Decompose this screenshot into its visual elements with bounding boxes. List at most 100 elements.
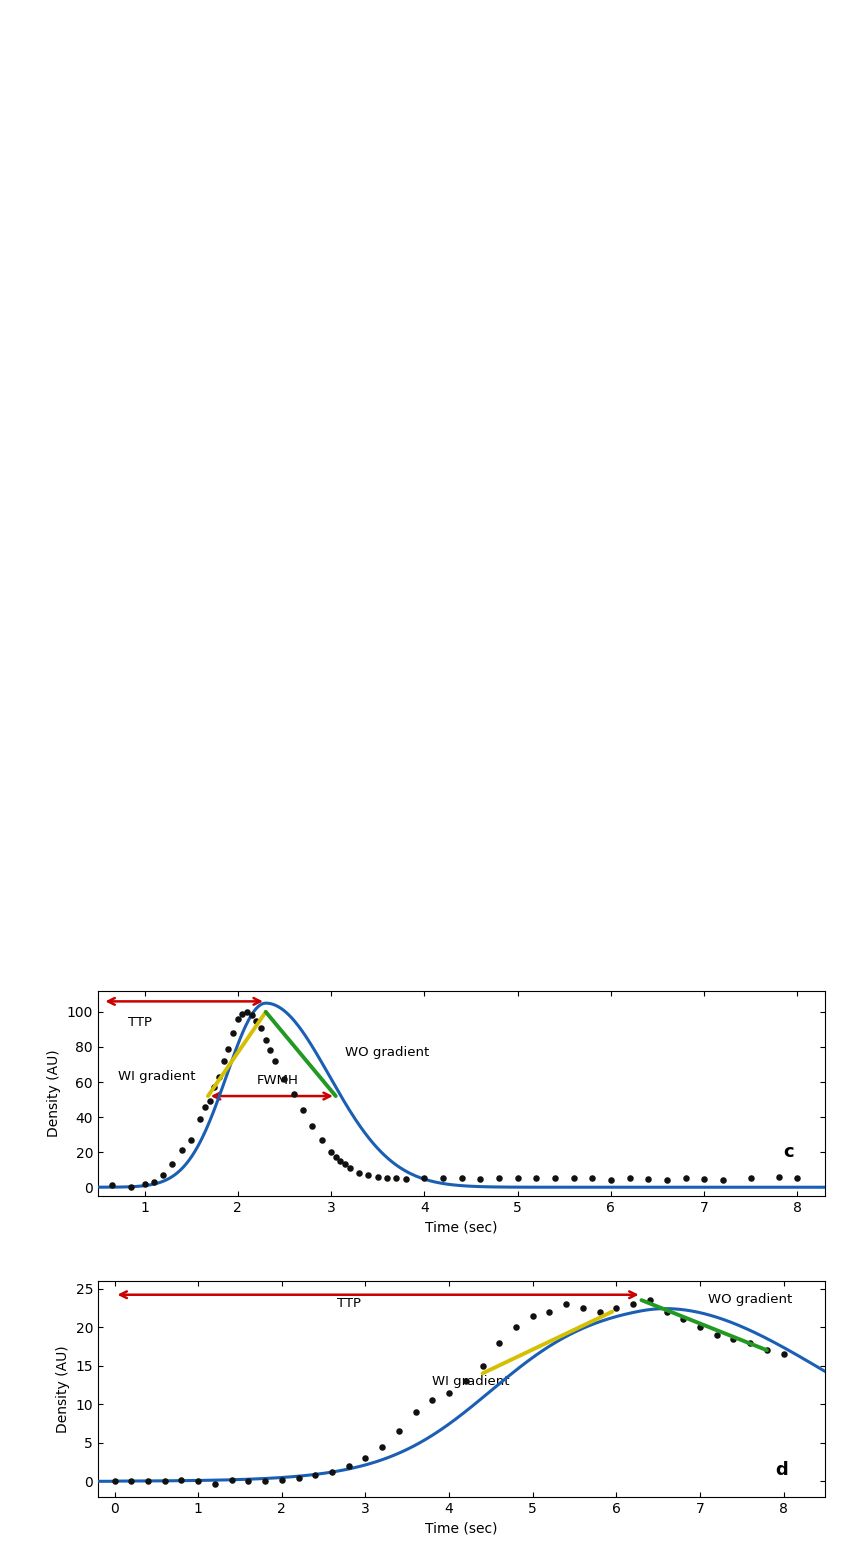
Point (679, 1167, 693, 1191)
Y-axis label: Density (AU): Density (AU) (47, 1049, 61, 1137)
Point (166, 1153, 180, 1177)
Point (191, 1469, 205, 1494)
Point (249, 1008, 263, 1032)
Point (124, 1469, 138, 1494)
Point (194, 1106, 208, 1131)
Point (459, 1369, 472, 1393)
Point (362, 1162, 375, 1187)
Point (604, 1168, 618, 1193)
Point (254, 1015, 268, 1040)
Point (242, 1469, 255, 1494)
Point (677, 1307, 690, 1332)
Point (576, 1296, 590, 1321)
Point (240, 1000, 254, 1025)
Point (609, 1296, 623, 1321)
Point (123, 1174, 137, 1199)
Point (141, 1469, 155, 1494)
Text: TTP: TTP (128, 1015, 151, 1029)
Point (296, 1097, 310, 1122)
Point (399, 1167, 413, 1191)
Point (543, 1299, 557, 1324)
Point (626, 1291, 640, 1316)
Point (760, 1338, 774, 1362)
Text: WI gradient: WI gradient (432, 1375, 510, 1387)
Point (371, 1165, 385, 1190)
Point (175, 1139, 189, 1163)
Point (548, 1167, 562, 1191)
Point (418, 1167, 431, 1191)
Point (198, 1094, 212, 1119)
Point (454, 1167, 468, 1191)
Point (529, 1167, 543, 1191)
Point (343, 1156, 357, 1180)
Point (585, 1167, 599, 1191)
Text: FWMH: FWMH (256, 1074, 299, 1088)
Y-axis label: Density (AU): Density (AU) (56, 1345, 70, 1432)
Point (105, 1173, 118, 1197)
Point (259, 1028, 272, 1052)
Point (208, 1472, 222, 1497)
Point (352, 1160, 366, 1185)
Point (697, 1167, 711, 1191)
Point (259, 1469, 272, 1494)
Point (380, 1165, 394, 1190)
Point (277, 1066, 291, 1091)
Point (567, 1167, 580, 1191)
Point (511, 1167, 524, 1191)
Point (225, 1467, 238, 1492)
Text: WO gradient: WO gradient (345, 1046, 429, 1058)
Point (287, 1082, 300, 1106)
Point (426, 1389, 439, 1413)
Point (309, 1463, 323, 1487)
Point (245, 1003, 259, 1028)
Point (642, 1167, 655, 1191)
Point (217, 1049, 231, 1074)
Point (203, 1089, 217, 1114)
Point (660, 1299, 673, 1324)
Point (174, 1467, 188, 1492)
Point (231, 1006, 244, 1031)
Point (493, 1330, 506, 1355)
Point (315, 1128, 328, 1153)
Point (492, 1167, 505, 1191)
Text: TTP: TTP (337, 1298, 361, 1310)
Point (338, 1153, 351, 1177)
Point (147, 1170, 161, 1194)
Point (324, 1140, 338, 1165)
Point (158, 1469, 172, 1494)
Point (236, 1001, 249, 1026)
Point (437, 1165, 450, 1190)
Point (526, 1304, 540, 1329)
Point (643, 1288, 657, 1313)
Point (358, 1446, 372, 1470)
X-axis label: Time (sec): Time (sec) (426, 1221, 498, 1234)
Point (660, 1168, 674, 1193)
Point (268, 1049, 282, 1074)
Point (473, 1167, 487, 1191)
Point (213, 1065, 226, 1089)
Point (559, 1291, 573, 1316)
Point (710, 1322, 723, 1347)
Point (325, 1460, 339, 1484)
X-axis label: Time (sec): Time (sec) (426, 1521, 498, 1535)
Point (108, 1469, 122, 1494)
Point (392, 1420, 406, 1444)
Point (772, 1165, 785, 1190)
Point (138, 1171, 151, 1196)
Point (593, 1299, 607, 1324)
Point (292, 1466, 306, 1491)
Point (375, 1435, 389, 1460)
Point (306, 1114, 319, 1139)
Point (185, 1128, 198, 1153)
Point (390, 1167, 403, 1191)
Point (264, 1038, 277, 1063)
Point (226, 1020, 240, 1045)
Text: d: d (775, 1461, 788, 1478)
Point (443, 1381, 456, 1406)
Point (476, 1353, 489, 1378)
Text: WO gradient: WO gradient (708, 1293, 792, 1305)
Text: c: c (784, 1143, 794, 1162)
Point (744, 1330, 757, 1355)
Point (275, 1467, 288, 1492)
Point (509, 1315, 523, 1339)
